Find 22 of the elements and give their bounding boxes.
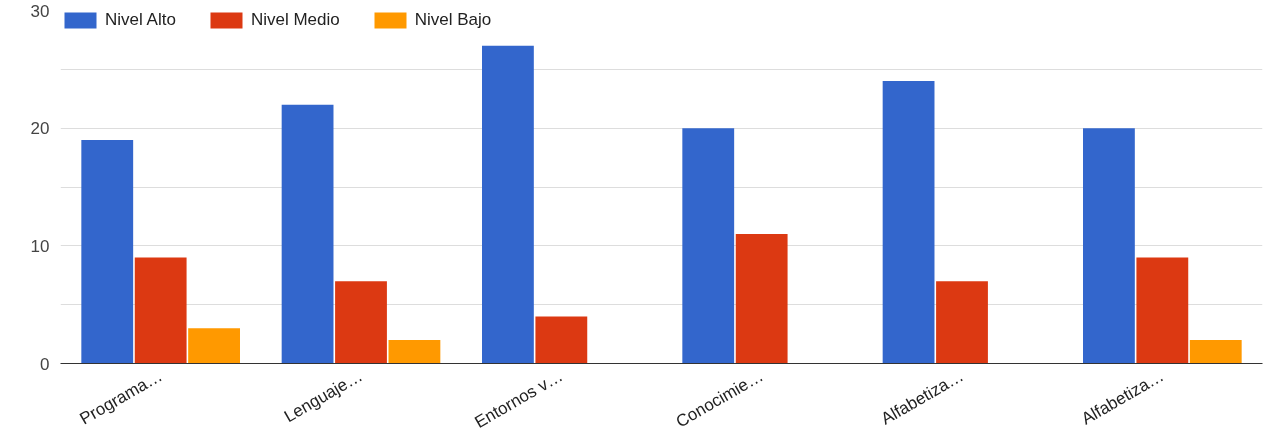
bar — [1189, 339, 1242, 364]
y-tick-label: 0 — [40, 354, 50, 374]
bar — [482, 45, 534, 364]
y-tick-label: 10 — [30, 236, 50, 256]
bar — [1136, 257, 1189, 364]
bar — [188, 328, 240, 364]
bar — [882, 81, 935, 364]
bar — [335, 281, 387, 364]
bar — [134, 257, 187, 364]
bar — [388, 339, 441, 364]
bar — [936, 281, 988, 364]
bar — [1083, 128, 1135, 364]
legend-label: Nivel Bajo — [414, 10, 492, 30]
legend-label: Nivel Medio — [250, 10, 340, 30]
bar — [281, 104, 334, 364]
bar — [535, 316, 588, 364]
y-tick-label: 20 — [30, 119, 50, 139]
bar — [735, 234, 788, 364]
bar — [81, 139, 134, 364]
legend-label: Nivel Alto — [105, 10, 176, 30]
y-tick-label: 30 — [30, 1, 50, 21]
bar — [682, 128, 735, 364]
